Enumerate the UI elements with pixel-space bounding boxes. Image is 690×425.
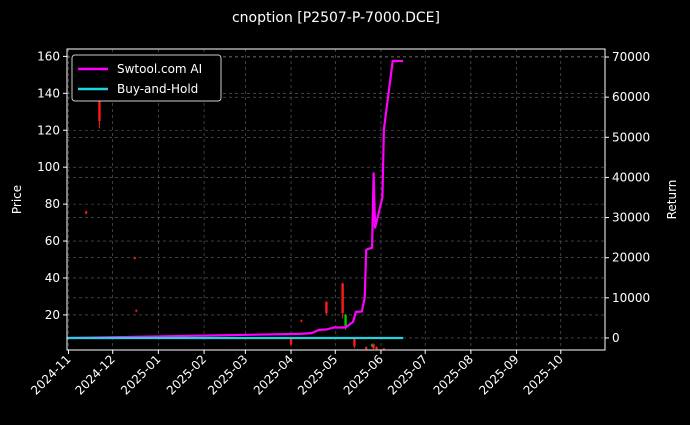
legend-label-buy-and-hold: Buy-and-Hold [117,82,198,96]
y-right-tick-label: 50000 [612,130,650,144]
candle-body [325,301,328,314]
y-right-tick-label: 10000 [612,291,650,305]
plot-frame [66,48,606,351]
y-right-tick-label: 30000 [612,211,650,225]
candle-body [382,348,386,350]
candle-body [344,314,347,326]
candle-body [300,320,303,322]
y-axis-label-right: Return [665,180,679,220]
y-left-tick-label: 60 [45,234,60,248]
legend-label-swtool-ai: Swtool.com AI [117,62,202,76]
y-right-tick-label: 20000 [612,251,650,265]
y-right-tick-label: 40000 [612,170,650,184]
candle-body [98,84,101,122]
candle-body [84,211,88,214]
y-left-tick-label: 140 [37,86,60,100]
y-axis-label-left: Price [10,185,24,214]
y-left-tick-label: 100 [37,160,60,174]
legend-box [71,54,222,102]
candle-body [372,344,375,349]
candle-body [375,347,378,350]
candle-body [289,338,293,345]
y-right-tick-label: 70000 [612,50,650,64]
candle-body [133,257,137,259]
y-left-tick-label: 40 [45,271,60,285]
candle-body [135,310,138,312]
y-left-tick-label: 20 [45,308,60,322]
series-line-swtool-ai [66,59,404,340]
y-left-tick-label: 80 [45,197,60,211]
series-layer [66,59,404,340]
chart-title: cnoption [P2507-P-7000.DCE] [232,10,440,26]
candle-body [353,338,356,347]
y-left-tick-label: 120 [37,123,60,137]
legend: Swtool.com AI Buy-and-Hold [71,54,222,102]
candle-body [370,344,374,347]
y-right-tick-label: 0 [612,331,620,345]
y-left-tick-label: 160 [37,49,60,63]
candle-body [341,283,344,314]
y-right-tick-label: 60000 [612,90,650,104]
candle-body [365,347,368,350]
